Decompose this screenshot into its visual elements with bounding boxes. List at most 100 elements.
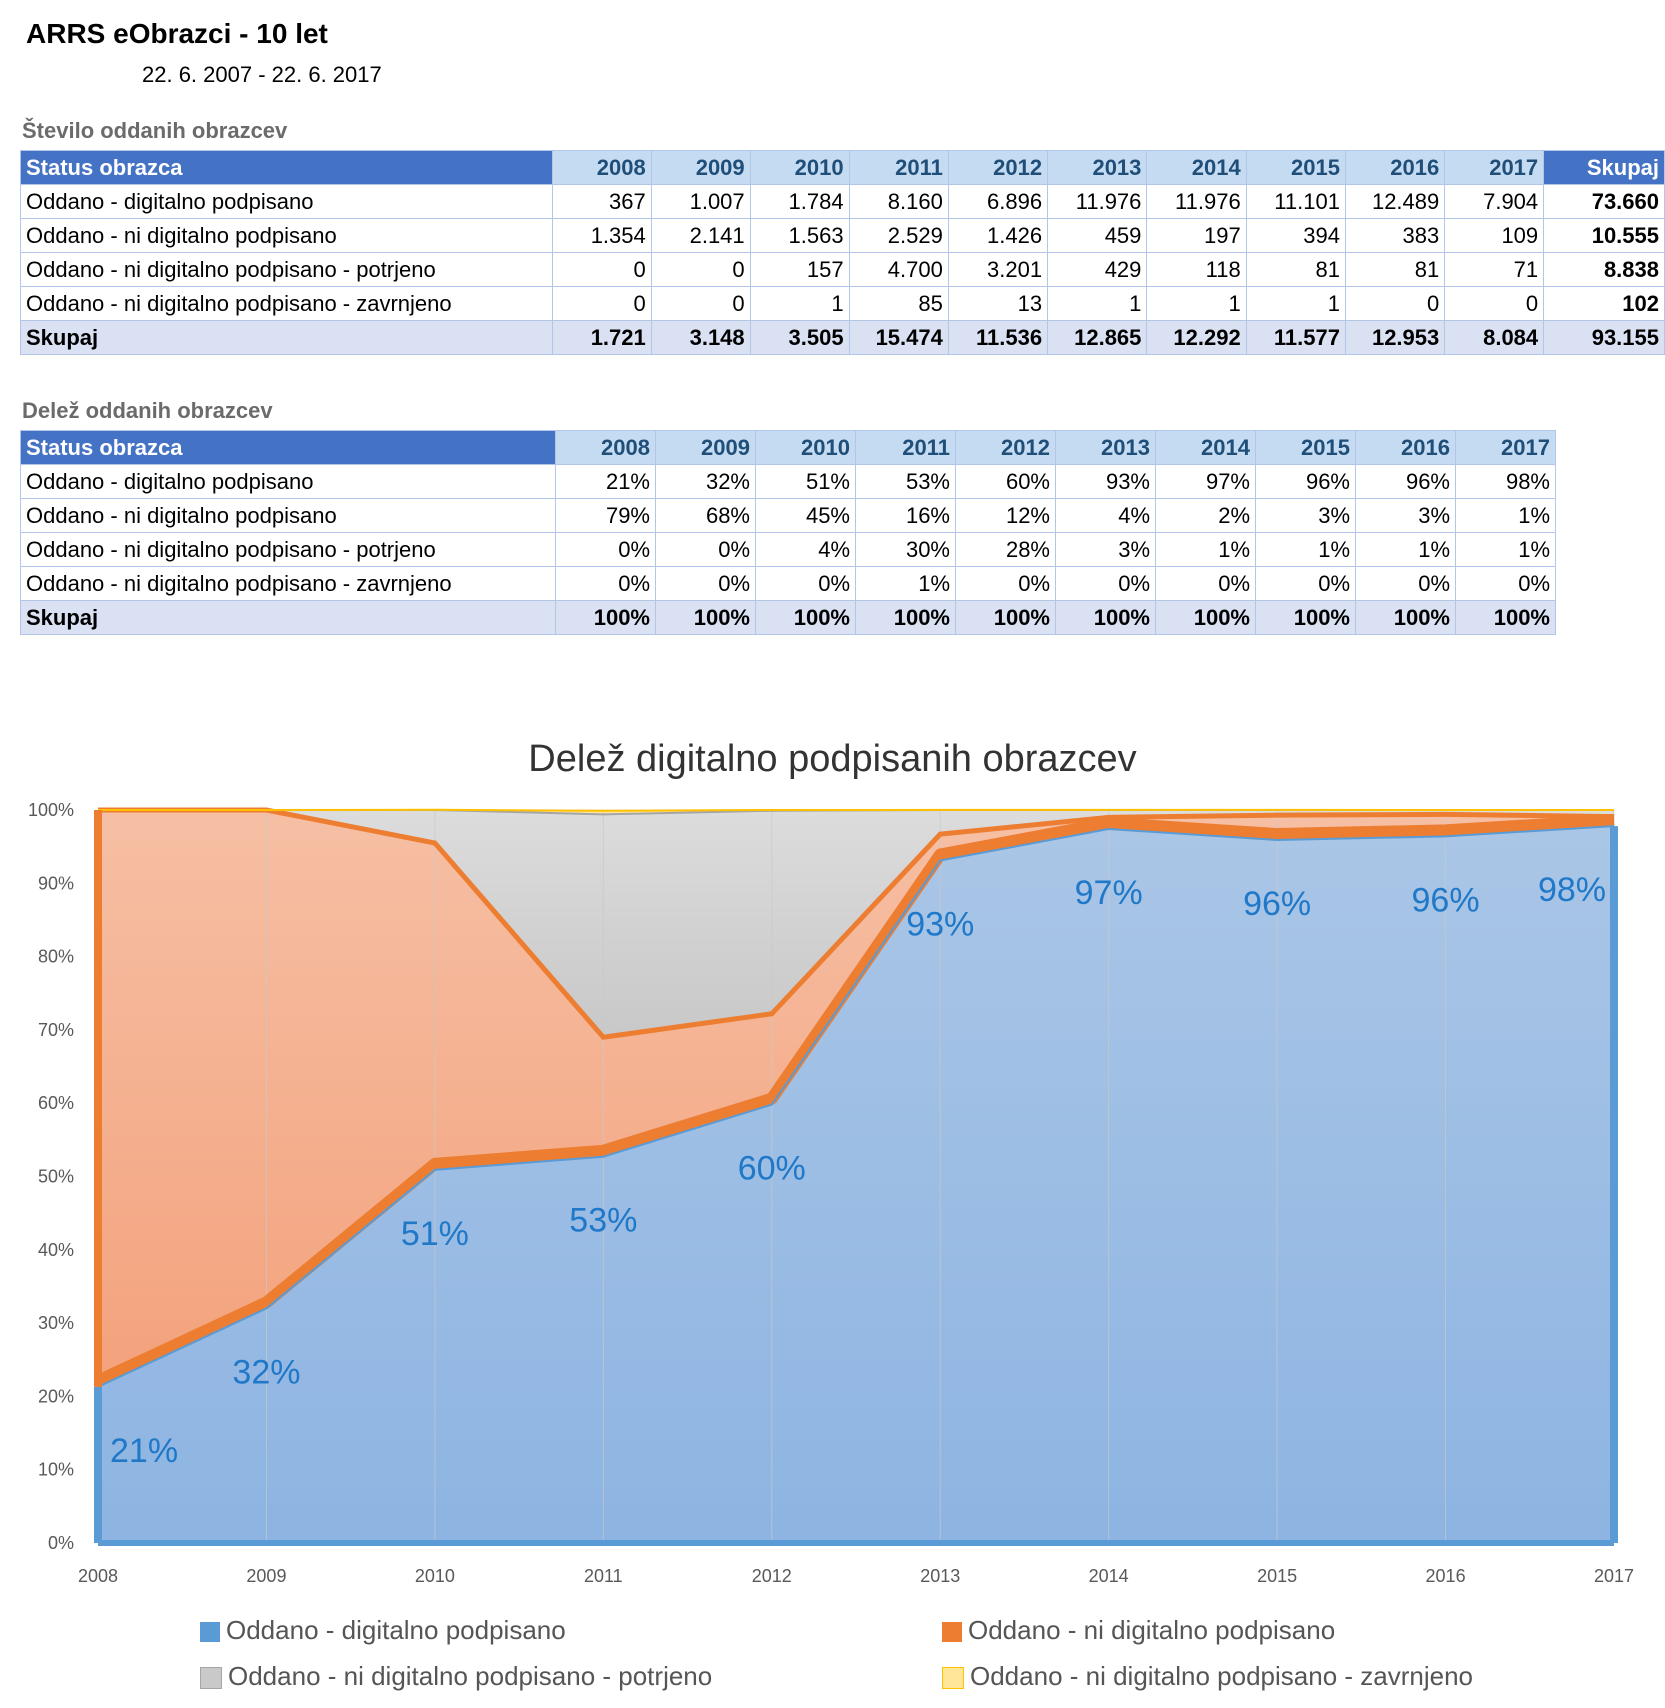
table-cell: 4% (1055, 498, 1156, 533)
table-cell: 2011 (855, 430, 956, 465)
table-cell: 12% (955, 498, 1056, 533)
y-tick-label: 90% (38, 873, 74, 893)
report-date-range: 22. 6. 2007 - 22. 6. 2017 (142, 62, 382, 87)
data-label: 96% (1412, 881, 1480, 919)
table-cell: 12.489 (1344, 184, 1446, 219)
table-cell: 93.155 (1543, 320, 1665, 355)
table-cell: 109 (1444, 218, 1545, 253)
x-tick-label: 2009 (246, 1566, 286, 1586)
chart-title: Delež digitalno podpisanih obrazcev (528, 738, 1137, 780)
total-row: Skupaj 100% 100% 100% 100% 100% 100% 100% 100% 10… (20, 600, 1556, 635)
table-cell: 1% (1355, 532, 1456, 567)
table-cell: 2016 (1355, 430, 1456, 465)
legend-swatch (200, 1622, 220, 1643)
share-table: Status obrazca 2008 2009 2010 2011 2012 2013 20… (20, 430, 1556, 635)
table-cell: 3% (1055, 532, 1156, 567)
table-cell: 2011 (848, 150, 949, 185)
table-cell: 1 (749, 286, 850, 321)
table-cell: 0% (555, 566, 656, 601)
share-table-caption: Delež oddanih obrazcev (22, 398, 273, 423)
table-cell: 2015 (1255, 430, 1356, 465)
legend-swatch (200, 1667, 222, 1690)
table-cell: 12.953 (1344, 320, 1446, 355)
legend-swatch (942, 1622, 962, 1643)
table-cell: 71 (1444, 252, 1545, 287)
y-tick-label: 30% (38, 1313, 74, 1333)
y-tick-label: 100% (28, 800, 74, 820)
table-cell: 0 (1444, 286, 1545, 321)
table-cell: 2008 (555, 430, 656, 465)
table-cell: 3% (1355, 498, 1456, 533)
table-cell: 1% (855, 566, 956, 601)
table-cell: 13 (947, 286, 1049, 321)
header-row: Status obrazca 2008 2009 2010 2011 2012 2013 20… (20, 150, 1665, 185)
data-label: 96% (1243, 885, 1311, 923)
x-tick-label: 2010 (415, 1566, 455, 1586)
legend-item-potrjeno: Oddano - ni digitalno podpisano - potrje… (200, 1661, 712, 1692)
y-tick-label: 50% (38, 1167, 74, 1187)
table-cell: 79% (555, 498, 656, 533)
table-row: Oddano - ni digitalno podpisano 79% 68% 45%… (20, 498, 1556, 533)
data-label: 98% (1538, 871, 1606, 909)
table-cell: 51% (755, 464, 856, 499)
table-cell: 2017 (1455, 430, 1556, 465)
table-cell: 100% (855, 600, 956, 635)
table-cell: 10.555 (1543, 218, 1665, 253)
table-cell: 2014 (1155, 430, 1256, 465)
data-label: 97% (1075, 874, 1143, 912)
table-cell: 8.084 (1444, 320, 1545, 355)
series-outline-digitalno (97, 825, 1615, 1388)
table-cell: 11.536 (947, 320, 1049, 355)
table-cell: 2016 (1344, 150, 1446, 185)
table-cell: 28% (955, 532, 1056, 567)
legend-item-zavrnjeno: Oddano - ni digitalno podpisano - zavrnj… (942, 1661, 1473, 1692)
table-cell: 0 (650, 252, 751, 287)
table-cell: 100% (555, 600, 656, 635)
table-row: Oddano - ni digitalno podpisano - zavrnj… (20, 566, 1556, 601)
table-cell: 2014 (1146, 150, 1247, 185)
table-cell: 2012 (955, 430, 1056, 465)
table-cell: 102 (1543, 286, 1665, 321)
legend-label: Oddano - digitalno podpisano (226, 1615, 566, 1645)
row-label: Oddano - ni digitalno podpisano (20, 498, 556, 533)
table-cell: 11.577 (1245, 320, 1346, 355)
table-cell: 3% (1255, 498, 1356, 533)
series-top-zavrnjeno (98, 808, 1614, 812)
table-row: Oddano - ni digitalno podpisano - potrje… (20, 252, 1665, 287)
table-cell: 32% (655, 464, 756, 499)
table-cell: 0% (555, 532, 656, 567)
area-series-ni-digitalno (98, 810, 1614, 1387)
table-cell: 4% (755, 532, 856, 567)
table-cell: 15.474 (848, 320, 949, 355)
table-cell: 197 (1146, 218, 1247, 253)
table-cell: 1% (1455, 498, 1556, 533)
table-cell: 0% (655, 532, 756, 567)
table-cell: 1 (1245, 286, 1346, 321)
legend-label: Oddano - ni digitalno podpisano - potrje… (228, 1661, 713, 1691)
total-row: Skupaj 1.721 3.148 3.505 15.474 11.536 12.865 1… (20, 320, 1665, 355)
table-cell: 93% (1055, 464, 1156, 499)
table-cell: 0% (1455, 566, 1556, 601)
table-cell: 1.784 (749, 184, 850, 219)
table-cell: 2% (1155, 498, 1256, 533)
table-cell: 53% (855, 464, 956, 499)
series-top-ni-digitalno (98, 807, 1615, 1040)
x-tick-label: 2017 (1594, 1566, 1634, 1586)
table-cell: 30% (855, 532, 956, 567)
table-cell: 0% (955, 566, 1056, 601)
table-cell: 100% (1255, 600, 1356, 635)
table-cell: 1% (1455, 532, 1556, 567)
table-cell: 100% (955, 600, 1056, 635)
x-tick-label: 2011 (584, 1566, 623, 1586)
table-cell: 60% (955, 464, 1056, 499)
table-cell: 4.700 (848, 252, 949, 287)
table-cell: 45% (755, 498, 856, 533)
table-cell: Skupaj (1543, 150, 1665, 185)
x-tick-label: 2014 (1089, 1566, 1129, 1586)
data-label: 53% (569, 1202, 637, 1240)
table-cell: 11.976 (1146, 184, 1247, 219)
x-tick-label: 2008 (78, 1566, 118, 1586)
table-cell: 100% (1155, 600, 1256, 635)
row-label: Oddano - ni digitalno podpisano - potrje… (20, 532, 556, 567)
